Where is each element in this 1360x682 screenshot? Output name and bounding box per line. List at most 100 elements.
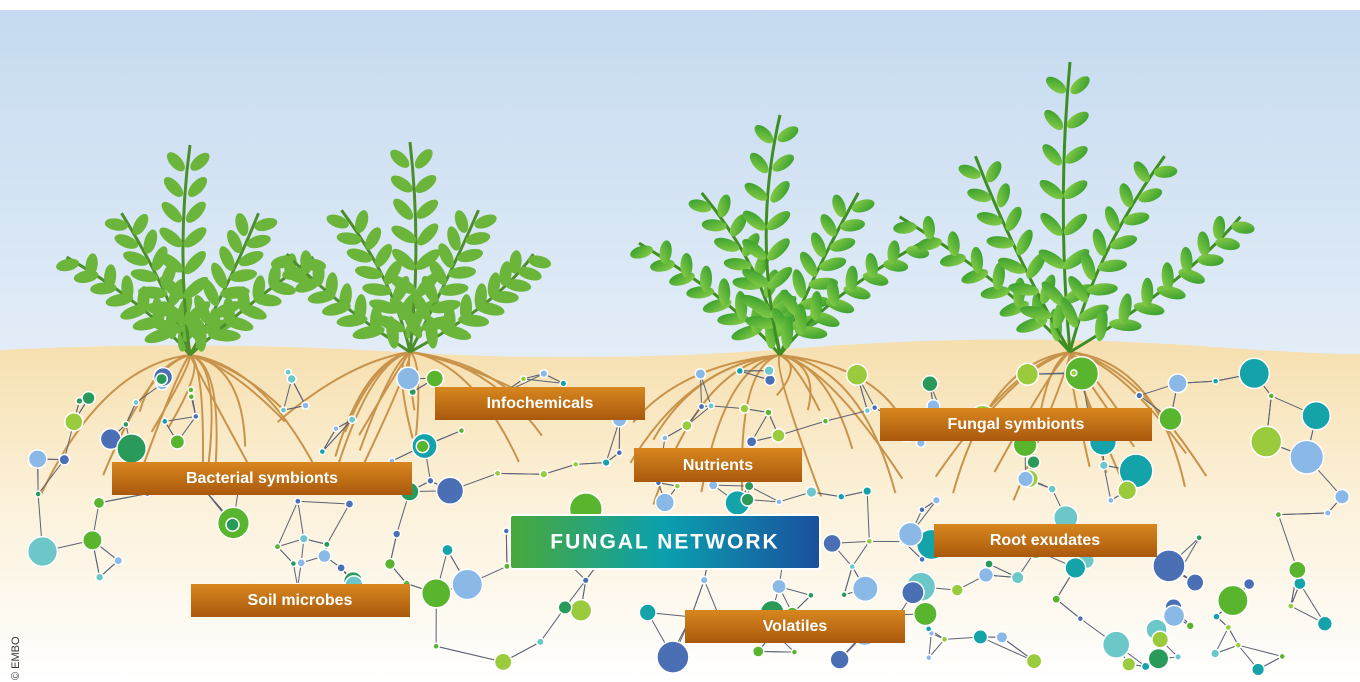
node <box>695 369 705 379</box>
node <box>951 584 963 596</box>
node <box>808 592 814 598</box>
node <box>926 626 932 632</box>
node <box>1279 653 1285 659</box>
node <box>708 403 714 409</box>
label-box: Volatiles <box>685 610 905 643</box>
node <box>345 500 353 508</box>
node <box>1294 577 1306 589</box>
label: Root exudates <box>990 532 1100 549</box>
node <box>59 454 69 464</box>
illustration: Infochemicals Bacterial symbionts Nutrie… <box>0 0 1360 682</box>
node <box>1099 461 1108 470</box>
label: Bacterial symbionts <box>186 470 338 487</box>
node <box>452 569 482 599</box>
node <box>1065 357 1098 390</box>
node <box>193 413 199 419</box>
node <box>1252 663 1265 676</box>
node <box>1239 358 1269 388</box>
node <box>1302 402 1330 430</box>
node <box>1103 631 1130 658</box>
node <box>1244 578 1255 589</box>
node <box>133 399 139 405</box>
node <box>1077 616 1083 622</box>
node <box>1159 407 1182 430</box>
node <box>385 559 396 570</box>
node <box>1108 497 1114 503</box>
node <box>841 592 847 598</box>
node <box>657 641 689 673</box>
node <box>295 498 301 504</box>
node <box>744 481 753 490</box>
node <box>866 538 872 544</box>
node <box>1196 535 1202 541</box>
node <box>1335 489 1350 504</box>
node <box>746 437 756 447</box>
label: Soil microbes <box>248 592 353 609</box>
label: Volatiles <box>763 618 828 635</box>
node <box>1141 662 1149 670</box>
node <box>864 408 870 414</box>
node <box>830 650 849 669</box>
label: Nutrients <box>683 457 753 474</box>
node <box>1018 471 1034 487</box>
node <box>1235 642 1241 648</box>
node <box>520 376 526 382</box>
node <box>753 646 764 657</box>
node <box>849 564 855 570</box>
node <box>540 470 548 478</box>
node <box>1268 393 1274 399</box>
node <box>853 576 878 601</box>
page: Infochemicals Bacterial symbionts Nutrie… <box>0 0 1360 682</box>
node <box>299 534 308 543</box>
node <box>1065 558 1086 579</box>
node <box>1211 649 1220 658</box>
node <box>933 496 941 504</box>
node <box>162 418 168 424</box>
label-box: Root exudates <box>934 524 1157 557</box>
node <box>979 568 994 583</box>
node <box>1017 363 1039 385</box>
node <box>333 426 339 432</box>
node <box>1168 374 1187 393</box>
node <box>765 409 772 416</box>
node <box>765 375 776 386</box>
network-label: FUNGAL NETWORK <box>550 531 779 554</box>
node <box>919 556 925 562</box>
node <box>639 604 656 621</box>
node <box>863 487 872 496</box>
node <box>348 416 355 423</box>
node <box>427 477 434 484</box>
node <box>1218 585 1248 615</box>
node <box>973 630 987 644</box>
node <box>188 387 194 393</box>
node <box>393 530 401 538</box>
node <box>433 643 439 649</box>
node <box>1213 613 1220 620</box>
node <box>602 459 610 467</box>
node <box>700 576 708 584</box>
node <box>1186 574 1203 591</box>
label: Fungal symbionts <box>948 416 1085 433</box>
node <box>922 376 938 392</box>
node <box>319 449 325 455</box>
node <box>495 653 512 670</box>
node <box>764 366 774 376</box>
label-box: Infochemicals <box>435 387 645 420</box>
node <box>114 556 122 564</box>
node <box>324 541 330 547</box>
node <box>170 435 184 449</box>
node <box>736 367 743 374</box>
label-box: Fungal symbionts <box>880 408 1152 441</box>
node <box>1317 616 1332 631</box>
node <box>1164 605 1185 626</box>
node <box>740 404 749 413</box>
node <box>422 579 451 608</box>
node <box>1122 657 1136 671</box>
node <box>899 522 923 546</box>
node <box>847 364 868 385</box>
node <box>1186 622 1194 630</box>
node <box>776 499 782 505</box>
node <box>872 405 878 411</box>
node <box>35 491 41 497</box>
node <box>65 413 83 431</box>
